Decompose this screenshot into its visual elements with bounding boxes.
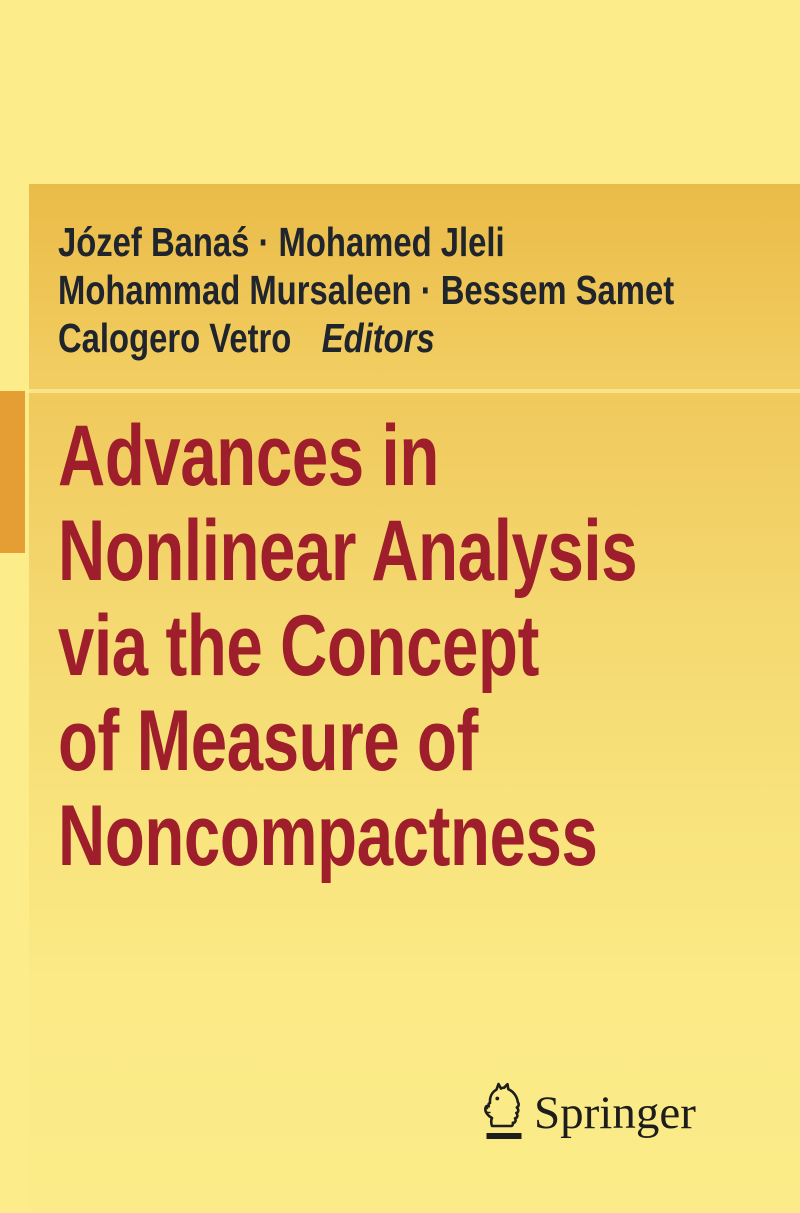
title-line-3: via the Concept <box>58 598 539 694</box>
publisher-name: Springer <box>534 1087 696 1139</box>
cover-gold-panel <box>29 184 800 1213</box>
author-line-1: Józef Banaś · Mohamed Jleli <box>58 219 505 265</box>
title-line-4: of Measure of <box>58 693 478 789</box>
author-line-3: Calogero Vetro Editors <box>58 314 674 362</box>
accent-tab <box>0 391 25 553</box>
author-line-2: Mohammad Mursaleen · Bessem Samet <box>58 267 675 313</box>
editors-label: Editors <box>321 315 435 361</box>
author-name: Calogero Vetro <box>58 315 292 361</box>
book-title: Advances in Nonlinear Analysis via the C… <box>58 408 638 884</box>
title-line-1: Advances in <box>58 408 439 504</box>
title-line-5: Noncompactness <box>58 788 598 884</box>
authors-block: Józef Banaś · Mohamed Jleli Mohammad Mur… <box>58 218 674 362</box>
title-line-2: Nonlinear Analysis <box>58 503 638 599</box>
springer-horse-knight-icon <box>484 1082 522 1139</box>
publisher-logo: Springer <box>480 1081 696 1143</box>
separator-line <box>29 389 800 393</box>
